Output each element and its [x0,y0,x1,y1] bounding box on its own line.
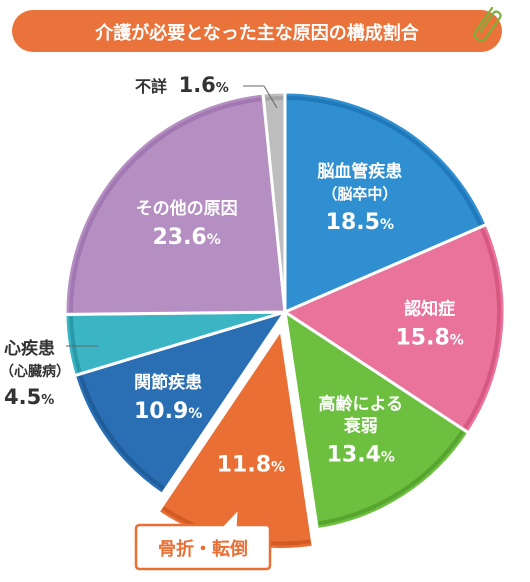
fracture-callout: 骨折・転倒 [134,504,272,571]
slice-0-label-1: （脳卒中） [322,185,397,203]
slice-1-label-0: 認知症 [404,299,455,320]
slice-1-value: 15.8% [396,326,464,351]
slice-6-rim [69,97,262,313]
slice-4-label-0: 関節疾患 [134,372,202,393]
heart-outside-label: 心疾患 （心臓病） 4.5% [0,338,98,409]
slice-2-label-0: 高齢による [319,394,404,415]
heart-label-line2: （心臓病） [0,363,70,380]
slice-1 [283,222,507,435]
pie [63,90,507,552]
slice-5-rim [69,316,82,373]
heart-value: 4.5 [4,385,41,409]
slice-4 [72,310,287,496]
slice-7-rim [265,96,283,101]
title-bar: 介護が必要となった主な原因の構成割合 [12,10,502,52]
slice-4-value: 10.9% [134,399,202,424]
callout-box [134,504,272,571]
unknown-value: 1.6 [179,73,216,97]
slice-7 [261,90,287,314]
svg-text:不詳 1.6%: 不詳 1.6% [135,73,229,97]
slice-6-label-0: その他の原因 [136,198,238,219]
slice-4-rim [78,375,165,490]
paperclip-icon [473,6,502,42]
title-pill [12,10,502,52]
heart-label-line1: 心疾患 [4,338,55,359]
slice-0-label-0: 脳血管疾患 [317,161,402,182]
slice-6 [63,91,287,316]
slice-0-value: 18.5% [326,210,394,235]
unknown-outside-label: 不詳 1.6% [135,73,278,109]
slice-0 [283,90,489,314]
slice-2-label-1: 衰弱 [343,416,378,437]
slice-2-rim [318,430,465,526]
slice-6-value: 23.6% [152,225,220,250]
unknown-leader-d [263,85,278,109]
chart-title: 介護が必要となった主な原因の構成割合 [94,22,419,44]
svg-text:4.5%: 4.5% [4,385,54,409]
slice-3-value: 11.8% [217,453,285,478]
callout-text: 骨折・転倒 [158,538,248,560]
slice-0-rim [287,96,483,226]
unknown-label: 不詳 [135,77,167,96]
slice-2-value: 13.4% [327,443,395,468]
slice-1-rim [463,227,501,429]
